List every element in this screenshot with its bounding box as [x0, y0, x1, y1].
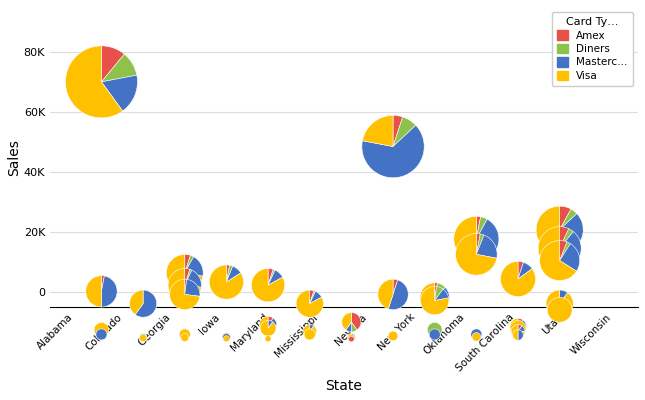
Y-axis label: Sales: Sales	[7, 139, 21, 176]
X-axis label: State: State	[326, 379, 362, 393]
Legend: Amex, Diners, Masterc…, Visa: Amex, Diners, Masterc…, Visa	[552, 12, 633, 86]
